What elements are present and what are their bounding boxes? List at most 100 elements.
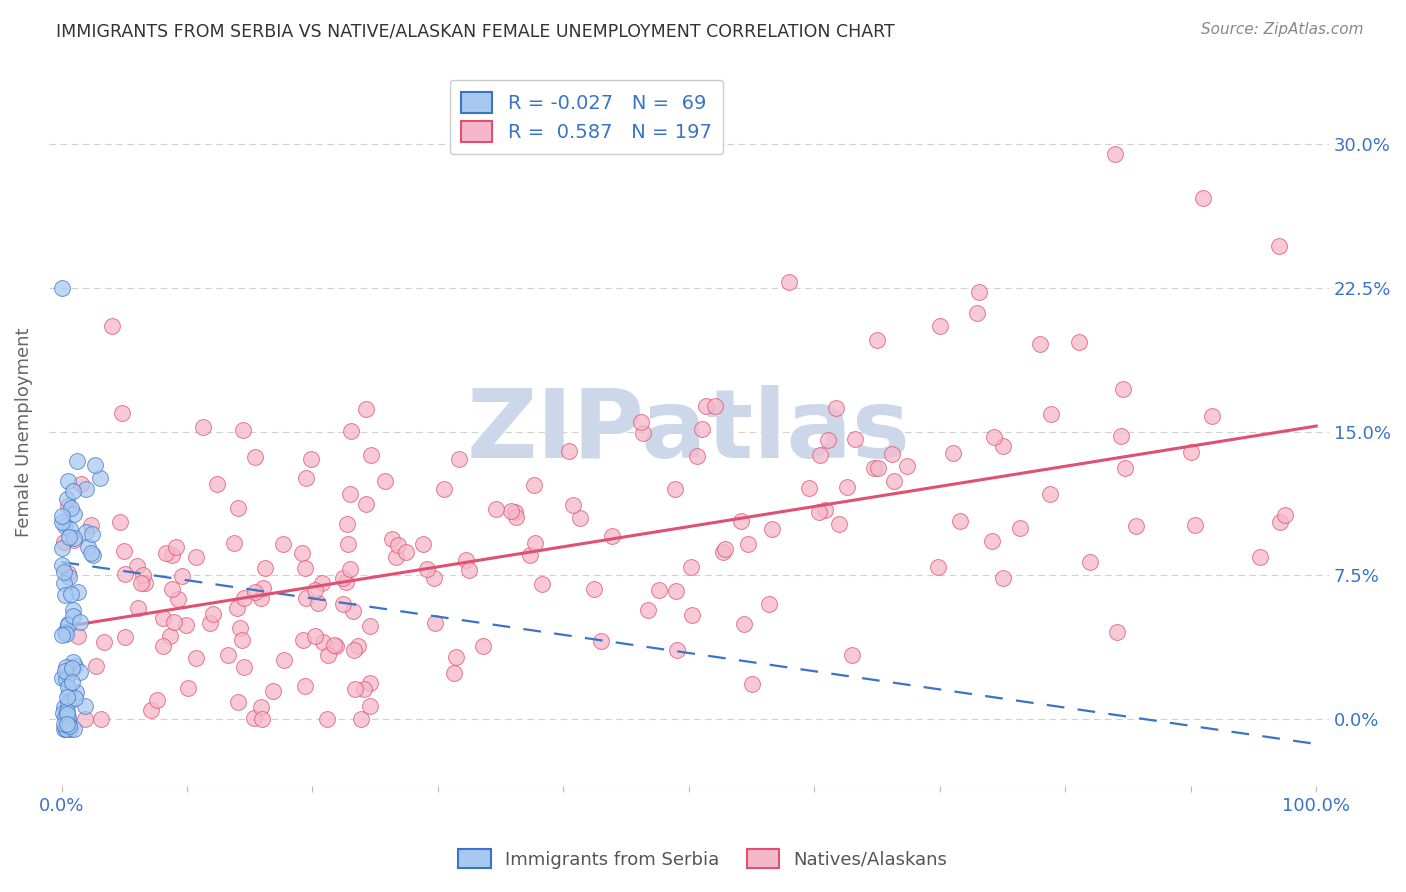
- Point: [665, 643, 688, 657]
- Point: [883, 474, 905, 488]
- Point: [114, 630, 136, 644]
- Point: [56, 690, 79, 705]
- Point: [1192, 191, 1215, 205]
- Point: [1249, 549, 1271, 564]
- Point: [51, 541, 73, 556]
- Point: [75, 524, 97, 539]
- Point: [291, 546, 314, 560]
- Point: [132, 568, 155, 582]
- Point: [485, 502, 508, 516]
- Point: [353, 682, 375, 697]
- Point: [62, 609, 84, 624]
- Point: [1274, 508, 1296, 523]
- Point: [1069, 334, 1091, 349]
- Point: [56, 710, 79, 724]
- Point: [56, 704, 79, 718]
- Point: [51, 628, 73, 642]
- Point: [52, 722, 75, 736]
- Point: [53, 565, 76, 579]
- Point: [82, 548, 104, 562]
- Point: [51, 281, 73, 295]
- Point: [896, 459, 918, 474]
- Point: [304, 629, 326, 643]
- Point: [1080, 555, 1102, 569]
- Point: [311, 575, 333, 590]
- Point: [797, 481, 820, 495]
- Point: [449, 452, 471, 467]
- Point: [84, 458, 107, 472]
- Point: [778, 276, 800, 290]
- Point: [292, 633, 315, 648]
- Point: [62, 655, 84, 669]
- Point: [250, 712, 273, 726]
- Point: [387, 538, 409, 552]
- Point: [59, 587, 82, 601]
- Point: [53, 665, 76, 679]
- Point: [59, 722, 82, 736]
- Point: [56, 696, 79, 710]
- Point: [312, 635, 335, 649]
- Point: [569, 511, 592, 525]
- Point: [58, 530, 80, 544]
- Point: [828, 517, 851, 532]
- Point: [52, 706, 75, 720]
- Point: [155, 546, 177, 560]
- Point: [80, 527, 103, 541]
- Point: [991, 571, 1014, 585]
- Point: [423, 571, 446, 585]
- Point: [51, 558, 73, 572]
- Point: [343, 682, 366, 697]
- Point: [56, 474, 79, 488]
- Point: [198, 615, 221, 630]
- Point: [456, 553, 478, 567]
- Point: [343, 642, 366, 657]
- Point: [304, 582, 326, 597]
- Point: [356, 402, 378, 417]
- Point: [55, 672, 77, 686]
- Point: [232, 423, 254, 437]
- Point: [336, 537, 359, 551]
- Point: [501, 504, 523, 518]
- Point: [458, 563, 481, 577]
- Point: [582, 582, 605, 596]
- Point: [983, 430, 1005, 444]
- Point: [835, 480, 858, 494]
- Point: [69, 665, 91, 679]
- Point: [152, 639, 174, 653]
- Point: [65, 659, 87, 673]
- Point: [233, 659, 256, 673]
- Point: [714, 542, 737, 557]
- Point: [841, 648, 863, 662]
- Point: [62, 603, 84, 617]
- Point: [177, 681, 200, 695]
- Point: [66, 453, 89, 467]
- Point: [322, 638, 344, 652]
- Point: [991, 439, 1014, 453]
- Point: [336, 517, 359, 532]
- Point: [294, 679, 316, 693]
- Point: [160, 582, 183, 596]
- Point: [315, 712, 337, 726]
- Point: [381, 533, 404, 547]
- Point: [56, 566, 79, 581]
- Point: [231, 633, 253, 648]
- Point: [523, 477, 546, 491]
- Point: [273, 652, 295, 666]
- Point: [207, 477, 229, 491]
- Point: [60, 674, 83, 689]
- Point: [243, 450, 266, 465]
- Point: [55, 626, 77, 640]
- Point: [866, 333, 889, 347]
- Point: [58, 667, 80, 681]
- Point: [56, 716, 79, 731]
- Point: [66, 585, 89, 599]
- Point: [1267, 239, 1289, 253]
- Point: [58, 522, 80, 536]
- Point: [79, 546, 101, 560]
- Point: [160, 548, 183, 562]
- Point: [817, 434, 839, 448]
- Y-axis label: Female Unemployment: Female Unemployment: [15, 327, 32, 537]
- Point: [63, 722, 86, 736]
- Point: [55, 660, 77, 674]
- Point: [695, 399, 717, 413]
